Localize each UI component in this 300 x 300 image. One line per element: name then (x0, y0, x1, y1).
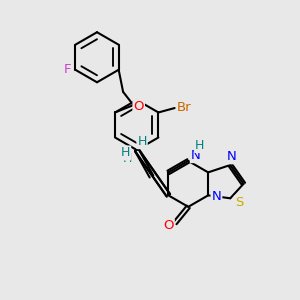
Text: H: H (195, 139, 204, 152)
Text: O: O (134, 100, 144, 113)
Text: Br: Br (177, 101, 192, 114)
Text: F: F (64, 63, 72, 76)
Text: N: N (191, 149, 200, 162)
Text: N: N (227, 150, 237, 163)
Text: S: S (235, 196, 243, 209)
Text: H: H (137, 135, 147, 148)
Text: H: H (123, 152, 132, 165)
Text: N: N (212, 190, 221, 203)
Text: H: H (121, 146, 130, 159)
Text: O: O (163, 220, 174, 232)
